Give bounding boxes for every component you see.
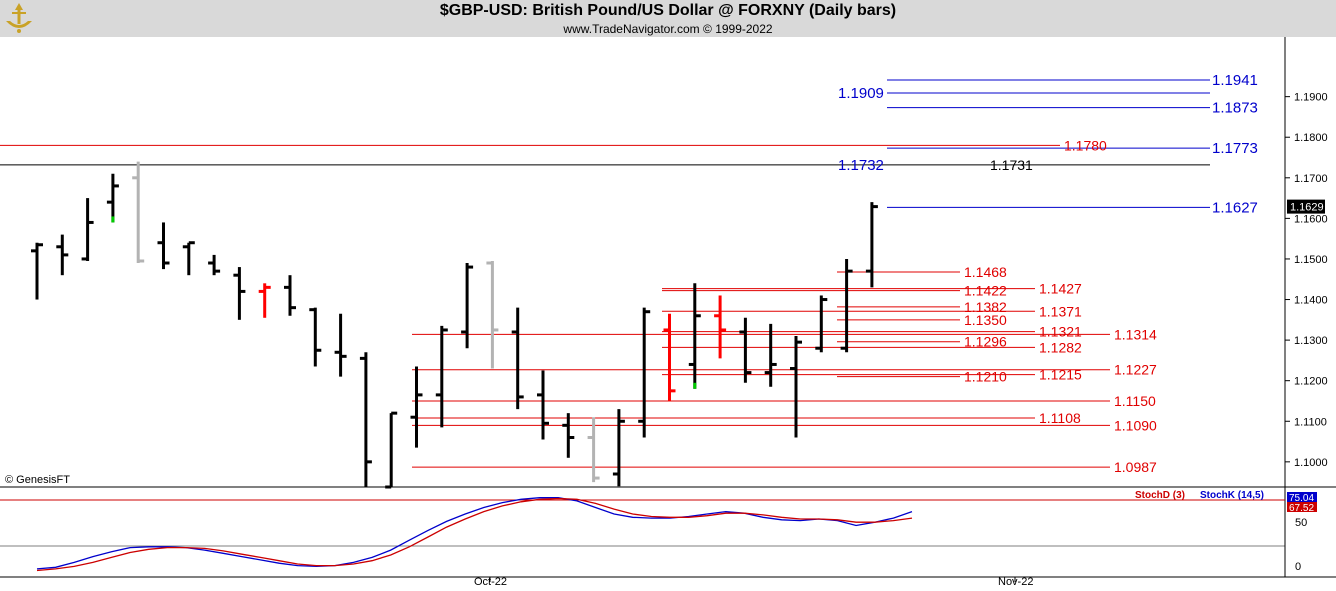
level-label: 1.1090 bbox=[1114, 417, 1157, 433]
price-tick-label: 1.1400 bbox=[1294, 295, 1328, 307]
ohlc-bar bbox=[157, 222, 170, 270]
x-tick-label: Nov-22 bbox=[998, 576, 1033, 588]
level-label: 1.1108 bbox=[1039, 410, 1081, 426]
ohlc-bar bbox=[461, 263, 474, 349]
stoch-tick-label: 0 bbox=[1295, 561, 1301, 573]
last-price-label: 1.1629 bbox=[1290, 202, 1324, 214]
level-label: 1.1627 bbox=[1212, 199, 1258, 216]
ohlc-bar bbox=[258, 283, 271, 318]
level-label: 1.1732 bbox=[838, 157, 884, 174]
level-label: 1.1314 bbox=[1114, 326, 1157, 342]
ohlc-bar bbox=[612, 409, 625, 487]
price-tick-label: 1.1800 bbox=[1294, 132, 1328, 144]
level-label: 1.1909 bbox=[838, 85, 884, 102]
ohlc-bar bbox=[688, 283, 701, 389]
level-label: 1.1215 bbox=[1039, 367, 1082, 383]
stoch-tick-label: 50 bbox=[1295, 517, 1307, 529]
level-label: 1.1427 bbox=[1039, 281, 1082, 297]
ohlc-bar bbox=[208, 254, 221, 276]
ohlc-bar bbox=[233, 267, 246, 320]
level-label: 1.1731 bbox=[990, 157, 1033, 173]
stochd-legend: StochD (3) bbox=[1135, 490, 1185, 501]
ohlc-bar bbox=[309, 307, 322, 367]
level-label: 1.1296 bbox=[964, 334, 1007, 350]
ohlc-bar bbox=[739, 317, 752, 383]
stochk-value-badge bbox=[1287, 492, 1317, 502]
price-tick-label: 1.1300 bbox=[1294, 335, 1328, 347]
ohlc-bar bbox=[638, 307, 651, 438]
ohlc-bar bbox=[132, 161, 145, 264]
x-tick-label: Oct-22 bbox=[474, 576, 507, 588]
copyright-label: © GenesisFT bbox=[5, 474, 70, 486]
price-tick-label: 1.1500 bbox=[1294, 254, 1328, 266]
price-tick-label: 1.1100 bbox=[1294, 416, 1327, 428]
price-tick-label: 1.1600 bbox=[1294, 213, 1328, 225]
price-tick-label: 1.1700 bbox=[1294, 173, 1328, 185]
ohlc-bar bbox=[865, 202, 878, 288]
level-label: 1.1780 bbox=[1064, 137, 1107, 153]
ohlc-bar bbox=[486, 260, 499, 369]
ohlc-bar bbox=[511, 307, 524, 410]
stochd-value-label: 67.52 bbox=[1289, 503, 1314, 514]
ohlc-bar bbox=[790, 336, 802, 438]
level-label: 1.1422 bbox=[964, 283, 1007, 299]
ohlc-bar bbox=[106, 173, 119, 223]
stoch-d-line bbox=[36, 497, 913, 572]
stochk-value-label: 75.04 bbox=[1289, 493, 1314, 504]
level-label: 1.1873 bbox=[1212, 100, 1258, 117]
level-label: 1.1350 bbox=[964, 312, 1007, 328]
level-label: 1.1941 bbox=[1212, 72, 1258, 89]
level-label: 1.1773 bbox=[1212, 140, 1258, 157]
ohlc-bar bbox=[840, 258, 853, 353]
ohlc-bar bbox=[81, 198, 94, 261]
level-label: 1.0987 bbox=[1114, 459, 1157, 475]
level-label: 1.1321 bbox=[1039, 324, 1082, 340]
price-tick-label: 1.1000 bbox=[1294, 457, 1328, 469]
ohlc-bar bbox=[410, 366, 423, 448]
chart-header: $GBP-USD: British Pound/US Dollar @ FORX… bbox=[0, 0, 1336, 37]
ohlc-bar bbox=[359, 352, 372, 487]
ohlc-bar bbox=[334, 313, 347, 377]
ohlc-bar bbox=[537, 370, 549, 440]
ohlc-bar bbox=[31, 242, 43, 300]
ohlc-bar bbox=[435, 325, 448, 428]
ohlc-bar bbox=[385, 411, 398, 489]
ohlc-bar bbox=[663, 313, 676, 401]
price-tick-label: 1.1900 bbox=[1294, 92, 1328, 104]
ohlc-bar bbox=[182, 241, 195, 276]
chart-title: $GBP-USD: British Pound/US Dollar @ FORX… bbox=[439, 2, 897, 19]
level-label: 1.1371 bbox=[1039, 303, 1082, 319]
level-label: 1.1227 bbox=[1114, 362, 1157, 378]
level-label: 1.1382 bbox=[964, 299, 1007, 315]
ohlc-bar bbox=[815, 295, 828, 353]
trade-navigator-logo bbox=[6, 3, 32, 33]
ohlc-bar bbox=[56, 234, 69, 276]
stochd-value-badge bbox=[1287, 502, 1317, 512]
ohlc-bar bbox=[587, 417, 600, 483]
level-label: 1.1468 bbox=[964, 264, 1007, 280]
ohlc-bar bbox=[284, 275, 296, 316]
ohlc-bar bbox=[764, 323, 777, 387]
price-tick-label: 1.1200 bbox=[1294, 376, 1328, 388]
stochk-legend: StochK (14,5) bbox=[1200, 490, 1264, 501]
level-label: 1.1282 bbox=[1039, 339, 1082, 355]
level-label: 1.1150 bbox=[1114, 393, 1156, 409]
chart-subtitle: www.TradeNavigator.com © 1999-2022 bbox=[563, 22, 773, 36]
ohlc-bar bbox=[562, 413, 575, 458]
ohlc-bar bbox=[714, 295, 727, 359]
level-label: 1.1210 bbox=[964, 369, 1007, 385]
last-price-badge bbox=[1287, 199, 1325, 214]
